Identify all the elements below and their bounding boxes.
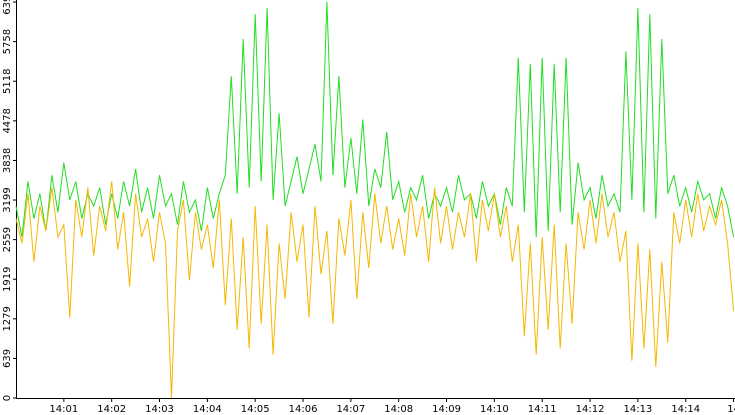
y-tick-label: 4478 — [2, 108, 13, 133]
x-tick-label: 14:12 — [576, 404, 605, 415]
x-tick-label: 14:13 — [623, 404, 652, 415]
x-tick-label: 14:04 — [193, 404, 222, 415]
series-line — [15, 181, 735, 399]
y-tick-label: 1919 — [2, 266, 13, 291]
y-tick-label: 1279 — [2, 306, 13, 331]
x-tick-label: 14:06 — [289, 404, 318, 415]
x-tick-label: 14 — [727, 404, 735, 415]
x-tick-label: 14:03 — [145, 404, 174, 415]
y-tick-label: 0 — [2, 395, 13, 401]
x-tick-label: 14:09 — [432, 404, 461, 415]
y-tick-label: 3838 — [2, 148, 13, 173]
series-line — [15, 1, 735, 238]
y-tick-label: 2559 — [2, 227, 13, 252]
x-tick-label: 14:11 — [528, 404, 557, 415]
y-tick-label: 3199 — [2, 187, 13, 212]
x-tick-label: 14:02 — [97, 404, 126, 415]
y-tick-label: 6398 — [2, 0, 13, 15]
x-tick-label: 14:07 — [336, 404, 365, 415]
y-tick-label: 5758 — [2, 29, 13, 54]
x-tick-label: 14:14 — [671, 404, 700, 415]
y-tick-label: 639 — [2, 349, 13, 368]
x-tick-label: 14:10 — [480, 404, 509, 415]
x-tick-label: 14:08 — [384, 404, 413, 415]
y-tick-label: 5118 — [2, 68, 13, 93]
x-tick-label: 14:05 — [241, 404, 270, 415]
x-tick-label: 14:01 — [49, 404, 78, 415]
